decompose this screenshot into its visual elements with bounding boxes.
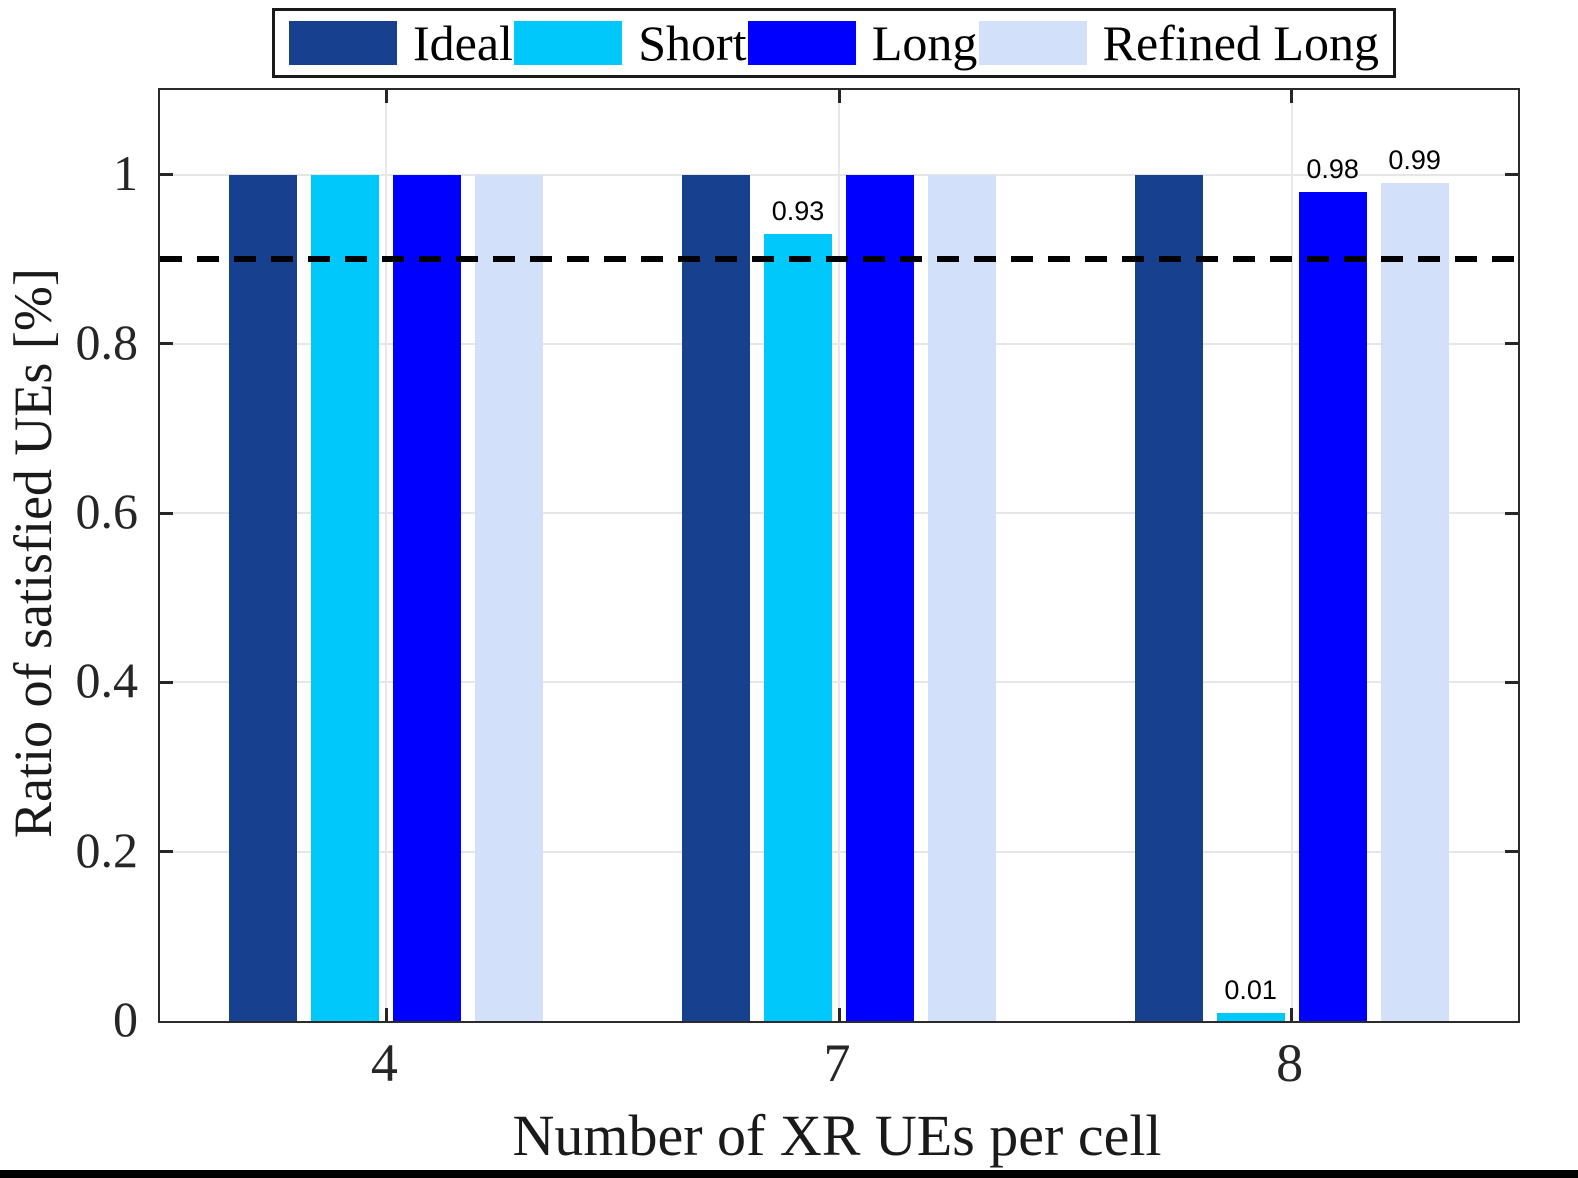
y-axis-label: Ratio of satisfied UEs [%] — [3, 268, 63, 839]
x-tick-mark-bottom — [384, 1008, 388, 1021]
x-axis-label: Number of XR UEs per cell — [512, 1103, 1162, 1168]
grid-line-vertical — [385, 90, 388, 1021]
bottom-rule — [0, 1170, 1578, 1178]
legend-label-ideal: Ideal — [413, 15, 513, 71]
legend: Ideal Short Long Refined Long — [272, 8, 1396, 78]
legend-label-short: Short — [638, 15, 747, 71]
legend-item-ideal: Ideal — [289, 18, 513, 68]
legend-item-long: Long — [747, 15, 978, 71]
threshold-line — [160, 256, 1518, 263]
legend-label-refined-long: Refined Long — [1102, 15, 1379, 71]
bar-refined-long-cat-8 — [1380, 183, 1449, 1021]
grid-line-vertical — [1290, 90, 1293, 1021]
bar-value-label: 0.98 — [1306, 153, 1359, 184]
legend-item-refined-long: Refined Long — [978, 15, 1379, 71]
x-tick-label: 7 — [823, 1033, 851, 1093]
bar-refined-long-cat-4 — [475, 174, 544, 1021]
y-tick-mark-right — [1505, 173, 1518, 177]
legend-swatch-long — [747, 21, 856, 65]
legend-swatch-short — [514, 21, 623, 65]
y-tick-mark-left — [160, 511, 173, 515]
bar-short-cat-7 — [764, 233, 832, 1021]
plot-area: 0.93 0.01 0.98 0.99 — [158, 88, 1520, 1023]
bar-value-label: 0.93 — [771, 195, 825, 226]
bar-long-cat-4 — [393, 174, 462, 1021]
y-tick-mark-left — [160, 342, 173, 346]
x-tick-mark-bottom — [837, 1008, 841, 1021]
x-tick-mark-top — [1290, 90, 1294, 103]
y-tick-label: 0.4 — [75, 652, 139, 709]
bar-ideal-cat-7 — [682, 174, 750, 1021]
bar-long-cat-7 — [846, 174, 914, 1021]
grid-line-vertical — [838, 90, 840, 1021]
y-tick-label: 0.2 — [75, 821, 139, 878]
y-tick-mark-left — [160, 173, 173, 177]
y-tick-label: 0.6 — [75, 483, 139, 540]
y-tick-mark-right — [1505, 850, 1518, 854]
x-tick-mark-top — [837, 90, 841, 103]
x-tick-label: 8 — [1276, 1033, 1304, 1093]
x-tick-mark-bottom — [1290, 1008, 1294, 1021]
y-tick-label: 0.8 — [75, 313, 139, 370]
bar-value-label: 0.01 — [1224, 974, 1277, 1005]
legend-label-long: Long — [871, 15, 978, 71]
x-tick-mark-top — [384, 90, 388, 103]
bar-refined-long-cat-7 — [928, 174, 996, 1021]
y-tick-mark-left — [160, 680, 173, 684]
y-tick-mark-right — [1505, 342, 1518, 346]
bar-ideal-cat-8 — [1134, 174, 1203, 1021]
y-tick-mark-left — [160, 850, 173, 854]
bar-short-cat-8 — [1216, 1012, 1285, 1021]
bar-ideal-cat-4 — [229, 174, 298, 1021]
legend-item-short: Short — [514, 15, 747, 71]
y-tick-label: 0 — [113, 991, 138, 1047]
bar-short-cat-4 — [311, 174, 380, 1021]
x-tick-label: 4 — [370, 1033, 398, 1093]
y-tick-label: 1 — [113, 144, 138, 201]
legend-swatch-ideal — [289, 21, 397, 65]
legend-swatch-refined-long — [978, 21, 1087, 65]
y-tick-mark-right — [1505, 680, 1518, 684]
bar-value-label: 0.99 — [1388, 145, 1441, 176]
y-tick-mark-right — [1505, 511, 1518, 515]
bar-long-cat-8 — [1298, 191, 1367, 1021]
